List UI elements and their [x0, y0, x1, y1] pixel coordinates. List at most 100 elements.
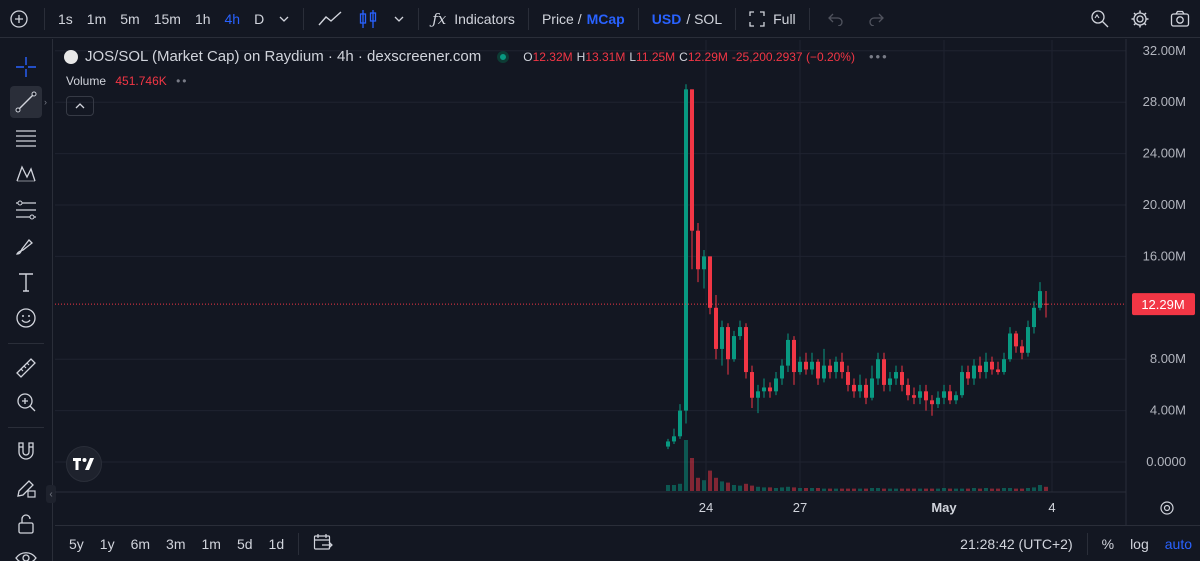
measure-tool[interactable]: [10, 352, 42, 384]
range-6m[interactable]: 6m: [130, 535, 151, 552]
range-1m[interactable]: 1m: [201, 535, 221, 552]
undo-button[interactable]: [816, 0, 856, 38]
legend-collapse-button[interactable]: [66, 96, 94, 116]
lock-icon: [18, 514, 34, 534]
lock-drawings-tool[interactable]: [10, 508, 42, 540]
fullscreen-button[interactable]: Full: [742, 0, 803, 38]
line-chart-type-button[interactable]: [310, 0, 350, 38]
volume-bar: [786, 486, 790, 491]
add-symbol-button[interactable]: [0, 0, 38, 38]
sidebar-collapse-handle[interactable]: ‹: [46, 485, 56, 503]
candle-body: [846, 372, 850, 385]
goto-date-button[interactable]: [305, 533, 341, 554]
volume-bar: [684, 440, 688, 491]
indicators-button[interactable]: ƒx Indicators: [425, 0, 522, 38]
timeframe-dropdown[interactable]: [271, 0, 297, 38]
timeframe-1h[interactable]: 1h: [194, 10, 211, 27]
trend-line-tool[interactable]: [10, 86, 42, 118]
price-mcap-toggle[interactable]: Price / MCap: [535, 0, 632, 38]
candle-body: [864, 384, 868, 398]
crosshair-tool[interactable]: [10, 51, 42, 83]
candle-body: [792, 339, 796, 373]
candle-body: [714, 307, 718, 349]
timeframe-1m[interactable]: 1m: [86, 10, 107, 27]
volume-bar: [840, 488, 844, 491]
volume-label: Volume: [66, 74, 107, 88]
candle-body: [762, 387, 766, 392]
usd-sol-toggle[interactable]: USD / SOL: [645, 0, 729, 38]
timeframe-d[interactable]: D: [254, 10, 265, 27]
legend-more-icon[interactable]: •••: [868, 49, 889, 64]
volume-bar: [726, 482, 730, 491]
candle-body: [1038, 291, 1042, 308]
candle-body: [978, 365, 982, 373]
camera-icon: [1170, 10, 1190, 27]
range-3m[interactable]: 3m: [166, 535, 186, 552]
price-axis-bg: [1126, 39, 1200, 525]
toolbar-divider: [44, 7, 45, 30]
range-1y[interactable]: 1y: [99, 535, 115, 552]
pattern-icon: [16, 165, 36, 182]
settings-button[interactable]: [1120, 0, 1160, 38]
percent-scale-toggle[interactable]: %: [1101, 535, 1115, 552]
candle-body: [810, 361, 814, 370]
range-5y[interactable]: 5y: [69, 535, 84, 552]
volume-bar: [666, 485, 670, 491]
emoji-tool[interactable]: [10, 302, 42, 334]
volume-bar: [768, 487, 772, 491]
candle-body: [756, 391, 760, 398]
chart-type-dropdown[interactable]: [386, 0, 412, 38]
timeframe-5m[interactable]: 5m: [120, 10, 140, 27]
brush-icon: [15, 239, 33, 255]
toolbar-divider: [418, 7, 420, 30]
fib-tool[interactable]: [10, 194, 42, 226]
price-tick-label: 0.0000: [1146, 454, 1186, 469]
candle-body: [666, 441, 670, 447]
candle-body: [738, 327, 742, 337]
timeframe-4h[interactable]: 4h: [224, 10, 241, 27]
stay-drawing-tool[interactable]: [10, 472, 42, 504]
volume-bar: [906, 488, 910, 491]
redo-button[interactable]: [856, 0, 896, 38]
log-scale-toggle[interactable]: log: [1130, 535, 1149, 552]
text-tool[interactable]: [10, 266, 42, 298]
candle-body: [798, 361, 802, 373]
brush-tool[interactable]: [10, 230, 42, 262]
candle-body: [900, 372, 904, 385]
eye-icon: [15, 552, 37, 561]
volume-bar: [954, 488, 958, 491]
clock-time[interactable]: 21:28:42 (UTC+2): [960, 535, 1073, 552]
volume-more-icon[interactable]: ••: [176, 74, 189, 88]
zoom-tool[interactable]: [10, 386, 42, 418]
price-axis[interactable]: 32.00M 28.00M 24.00M 20.00M 16.00M 8.00M 4.00M…: [1125, 39, 1200, 525]
pattern-tool[interactable]: [10, 158, 42, 190]
chevron-right-icon[interactable]: ›: [44, 97, 47, 107]
time-axis[interactable]: 24 27 May 4: [55, 491, 1126, 515]
fullscreen-icon: [749, 10, 765, 27]
candles-chart-type-button[interactable]: [350, 0, 386, 38]
tradingview-logo[interactable]: [66, 446, 102, 482]
quick-search-button[interactable]: [1080, 0, 1120, 38]
volume-bars: [666, 440, 1048, 491]
volume-bar: [828, 488, 832, 491]
fx-icon: ƒx: [432, 9, 447, 28]
price-tick-label: 24.00M: [1143, 146, 1186, 161]
gear-icon: [1160, 501, 1174, 515]
magnet-tool[interactable]: [10, 436, 42, 468]
auto-scale-toggle[interactable]: auto: [1164, 535, 1192, 552]
axis-settings-button[interactable]: [1158, 499, 1176, 517]
timeframe-15m[interactable]: 15m: [153, 10, 181, 27]
snapshot-button[interactable]: [1160, 0, 1200, 38]
horizontal-lines-tool[interactable]: [10, 122, 42, 154]
volume-bar: [1020, 488, 1024, 491]
candle-body: [870, 378, 874, 398]
timeframe-1s[interactable]: 1s: [58, 10, 73, 27]
candle-body: [942, 391, 946, 398]
range-5d[interactable]: 5d: [236, 535, 253, 552]
candle-body: [918, 391, 922, 398]
range-1d[interactable]: 1d: [268, 535, 285, 552]
hide-drawings-tool[interactable]: [10, 542, 42, 561]
price-tick-label: 8.00M: [1150, 351, 1186, 366]
candle-body: [888, 378, 892, 385]
